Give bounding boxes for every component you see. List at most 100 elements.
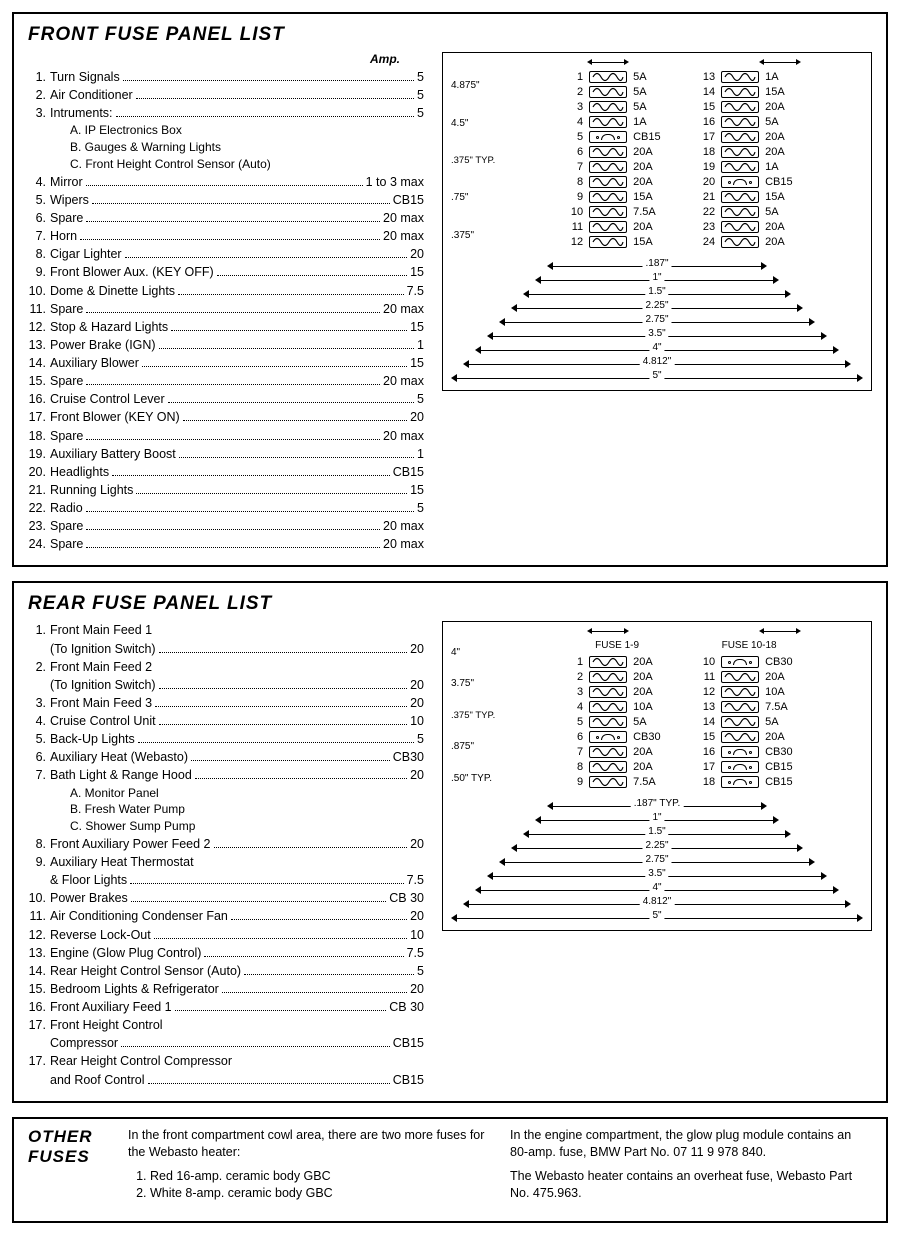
fuse-icon bbox=[589, 656, 627, 668]
diagram-fuse-row: 107.5A bbox=[567, 206, 667, 218]
diagram-fuse-row: 820A bbox=[567, 761, 667, 773]
list-item: 7.Bath Light & Range Hood20 bbox=[28, 766, 428, 784]
rear-diagram: 4" 3.75" .375" TYP. .875" .50" TYP. FUSE… bbox=[442, 621, 872, 931]
list-item: 3.Intruments:5 bbox=[28, 104, 428, 122]
diagram-fuse-row: 820A bbox=[567, 176, 667, 188]
fuse-icon bbox=[589, 206, 627, 218]
list-item: 10.Dome & Dinette Lights7.5 bbox=[28, 282, 428, 300]
breaker-icon bbox=[721, 656, 759, 668]
diagram-fuse-row: 10CB30 bbox=[699, 656, 799, 668]
list-item: 13.Power Brake (IGN)1 bbox=[28, 336, 428, 354]
list-item: 17.Rear Height Control Compressor bbox=[28, 1052, 428, 1070]
dimension-row: 4" bbox=[447, 344, 867, 356]
list-item: (To Ignition Switch)20 bbox=[28, 676, 428, 694]
diagram-fuse-row: 97.5A bbox=[567, 776, 667, 788]
fuse-icon bbox=[589, 701, 627, 713]
list-item: 10.Power BrakesCB 30 bbox=[28, 889, 428, 907]
rear-diag-col2: FUSE 10-18 10CB301120A1210A137.5A145A152… bbox=[699, 640, 799, 788]
fuse-icon bbox=[721, 71, 759, 83]
diagram-fuse-row: 145A bbox=[699, 716, 799, 728]
fuse-icon bbox=[721, 686, 759, 698]
dimension-row: 2.25" bbox=[447, 302, 867, 314]
diagram-fuse-row: 2320A bbox=[699, 221, 799, 233]
list-item: 13.Engine (Glow Plug Control)7.5 bbox=[28, 944, 428, 962]
list-item: 2.Front Main Feed 2 bbox=[28, 658, 428, 676]
list-item: 4.Cruise Control Unit10 bbox=[28, 712, 428, 730]
dimension-row: 1.5" bbox=[447, 288, 867, 300]
list-item: 21.Running Lights15 bbox=[28, 481, 428, 499]
list-item: 15.Bedroom Lights & Refrigerator20 bbox=[28, 980, 428, 998]
list-item: 15.Spare20 max bbox=[28, 372, 428, 390]
list-item: 6.Spare20 max bbox=[28, 209, 428, 227]
diagram-fuse-row: 2420A bbox=[699, 236, 799, 248]
fuse-icon bbox=[721, 731, 759, 743]
front-h-dims: .187"1"1.5"2.25"2.75"3.5"4"4.812"5" bbox=[447, 260, 867, 384]
diagram-fuse-row: 320A bbox=[567, 686, 667, 698]
diagram-fuse-row: 620A bbox=[567, 146, 667, 158]
rear-diagram-col: 4" 3.75" .375" TYP. .875" .50" TYP. FUSE… bbox=[442, 621, 872, 1088]
rear-title: REAR FUSE PANEL LIST bbox=[28, 593, 872, 615]
front-title: FRONT FUSE PANEL LIST bbox=[28, 24, 872, 46]
list-item: 17.Front Height Control bbox=[28, 1016, 428, 1034]
fuse-icon bbox=[721, 191, 759, 203]
diagram-fuse-row: 131A bbox=[699, 71, 799, 83]
dimension-row: 5" bbox=[447, 912, 867, 924]
dimension-row: 4.812" bbox=[447, 898, 867, 910]
diagram-fuse-row: 1120A bbox=[567, 221, 667, 233]
list-item: 9.Front Blower Aux. (KEY OFF)15 bbox=[28, 263, 428, 281]
breaker-icon bbox=[589, 731, 627, 743]
diagram-fuse-row: 25A bbox=[567, 86, 667, 98]
fuse-icon bbox=[721, 206, 759, 218]
diagram-fuse-row: 1215A bbox=[567, 236, 667, 248]
diagram-fuse-row: 17CB15 bbox=[699, 761, 799, 773]
dimension-row: 2.75" bbox=[447, 856, 867, 868]
dimension-row: 1" bbox=[447, 814, 867, 826]
diagram-fuse-row: 410A bbox=[567, 701, 667, 713]
list-item: (To Ignition Switch)20 bbox=[28, 640, 428, 658]
fuse-icon bbox=[721, 716, 759, 728]
list-item: 9.Auxiliary Heat Thermostat bbox=[28, 853, 428, 871]
breaker-icon bbox=[721, 176, 759, 188]
fuse-icon bbox=[589, 671, 627, 683]
diagram-fuse-row: 137.5A bbox=[699, 701, 799, 713]
fuse-icon bbox=[721, 221, 759, 233]
fuse-icon bbox=[589, 161, 627, 173]
diagram-fuse-row: 2115A bbox=[699, 191, 799, 203]
list-item: 7.Horn20 max bbox=[28, 227, 428, 245]
fuse-icon bbox=[589, 101, 627, 113]
fuse-icon bbox=[721, 86, 759, 98]
other-right: In the engine compartment, the glow plug… bbox=[510, 1127, 872, 1209]
dimension-row: 3.5" bbox=[447, 870, 867, 882]
fuse-icon bbox=[721, 161, 759, 173]
diagram-fuse-row: 15A bbox=[567, 71, 667, 83]
list-item: 16.Cruise Control Lever5 bbox=[28, 390, 428, 408]
dimension-row: 2.75" bbox=[447, 316, 867, 328]
dimension-row: 4" bbox=[447, 884, 867, 896]
diagram-fuse-row: 20CB15 bbox=[699, 176, 799, 188]
list-item: 14.Auxiliary Blower15 bbox=[28, 354, 428, 372]
list-item: 14.Rear Height Control Sensor (Auto)5 bbox=[28, 962, 428, 980]
list-item: 12.Reverse Lock-Out10 bbox=[28, 926, 428, 944]
fuse-icon bbox=[721, 671, 759, 683]
list-item: 4.Mirror1 to 3 max bbox=[28, 173, 428, 191]
diagram-fuse-row: 6CB30 bbox=[567, 731, 667, 743]
diagram-fuse-row: 55A bbox=[567, 716, 667, 728]
front-diagram: 4.875" 4.5" .375" TYP. .75" .375" 15A25A… bbox=[442, 52, 872, 391]
amp-header: Amp. bbox=[28, 52, 428, 66]
other-panel: OTHER FUSES In the front compartment cow… bbox=[12, 1117, 888, 1223]
list-item: 8.Front Auxiliary Power Feed 220 bbox=[28, 835, 428, 853]
list-item: and Roof ControlCB15 bbox=[28, 1071, 428, 1089]
front-panel: FRONT FUSE PANEL LIST Amp. 1.Turn Signal… bbox=[12, 12, 888, 567]
list-item: 2.Air Conditioner5 bbox=[28, 86, 428, 104]
list-item: 11.Spare20 max bbox=[28, 300, 428, 318]
diagram-fuse-row: 5CB15 bbox=[567, 131, 667, 143]
rear-list-col: 1.Front Main Feed 1(To Ignition Switch)2… bbox=[28, 621, 428, 1088]
fuse-icon bbox=[589, 71, 627, 83]
list-item: 20.HeadlightsCB15 bbox=[28, 463, 428, 481]
list-item: 5.WipersCB15 bbox=[28, 191, 428, 209]
fuse-icon bbox=[589, 176, 627, 188]
list-item: 3.Front Main Feed 320 bbox=[28, 694, 428, 712]
fuse-icon bbox=[589, 776, 627, 788]
front-diag-col2: 131A1415A1520A165A1720A1820A191A20CB1521… bbox=[699, 71, 799, 248]
breaker-icon bbox=[721, 746, 759, 758]
